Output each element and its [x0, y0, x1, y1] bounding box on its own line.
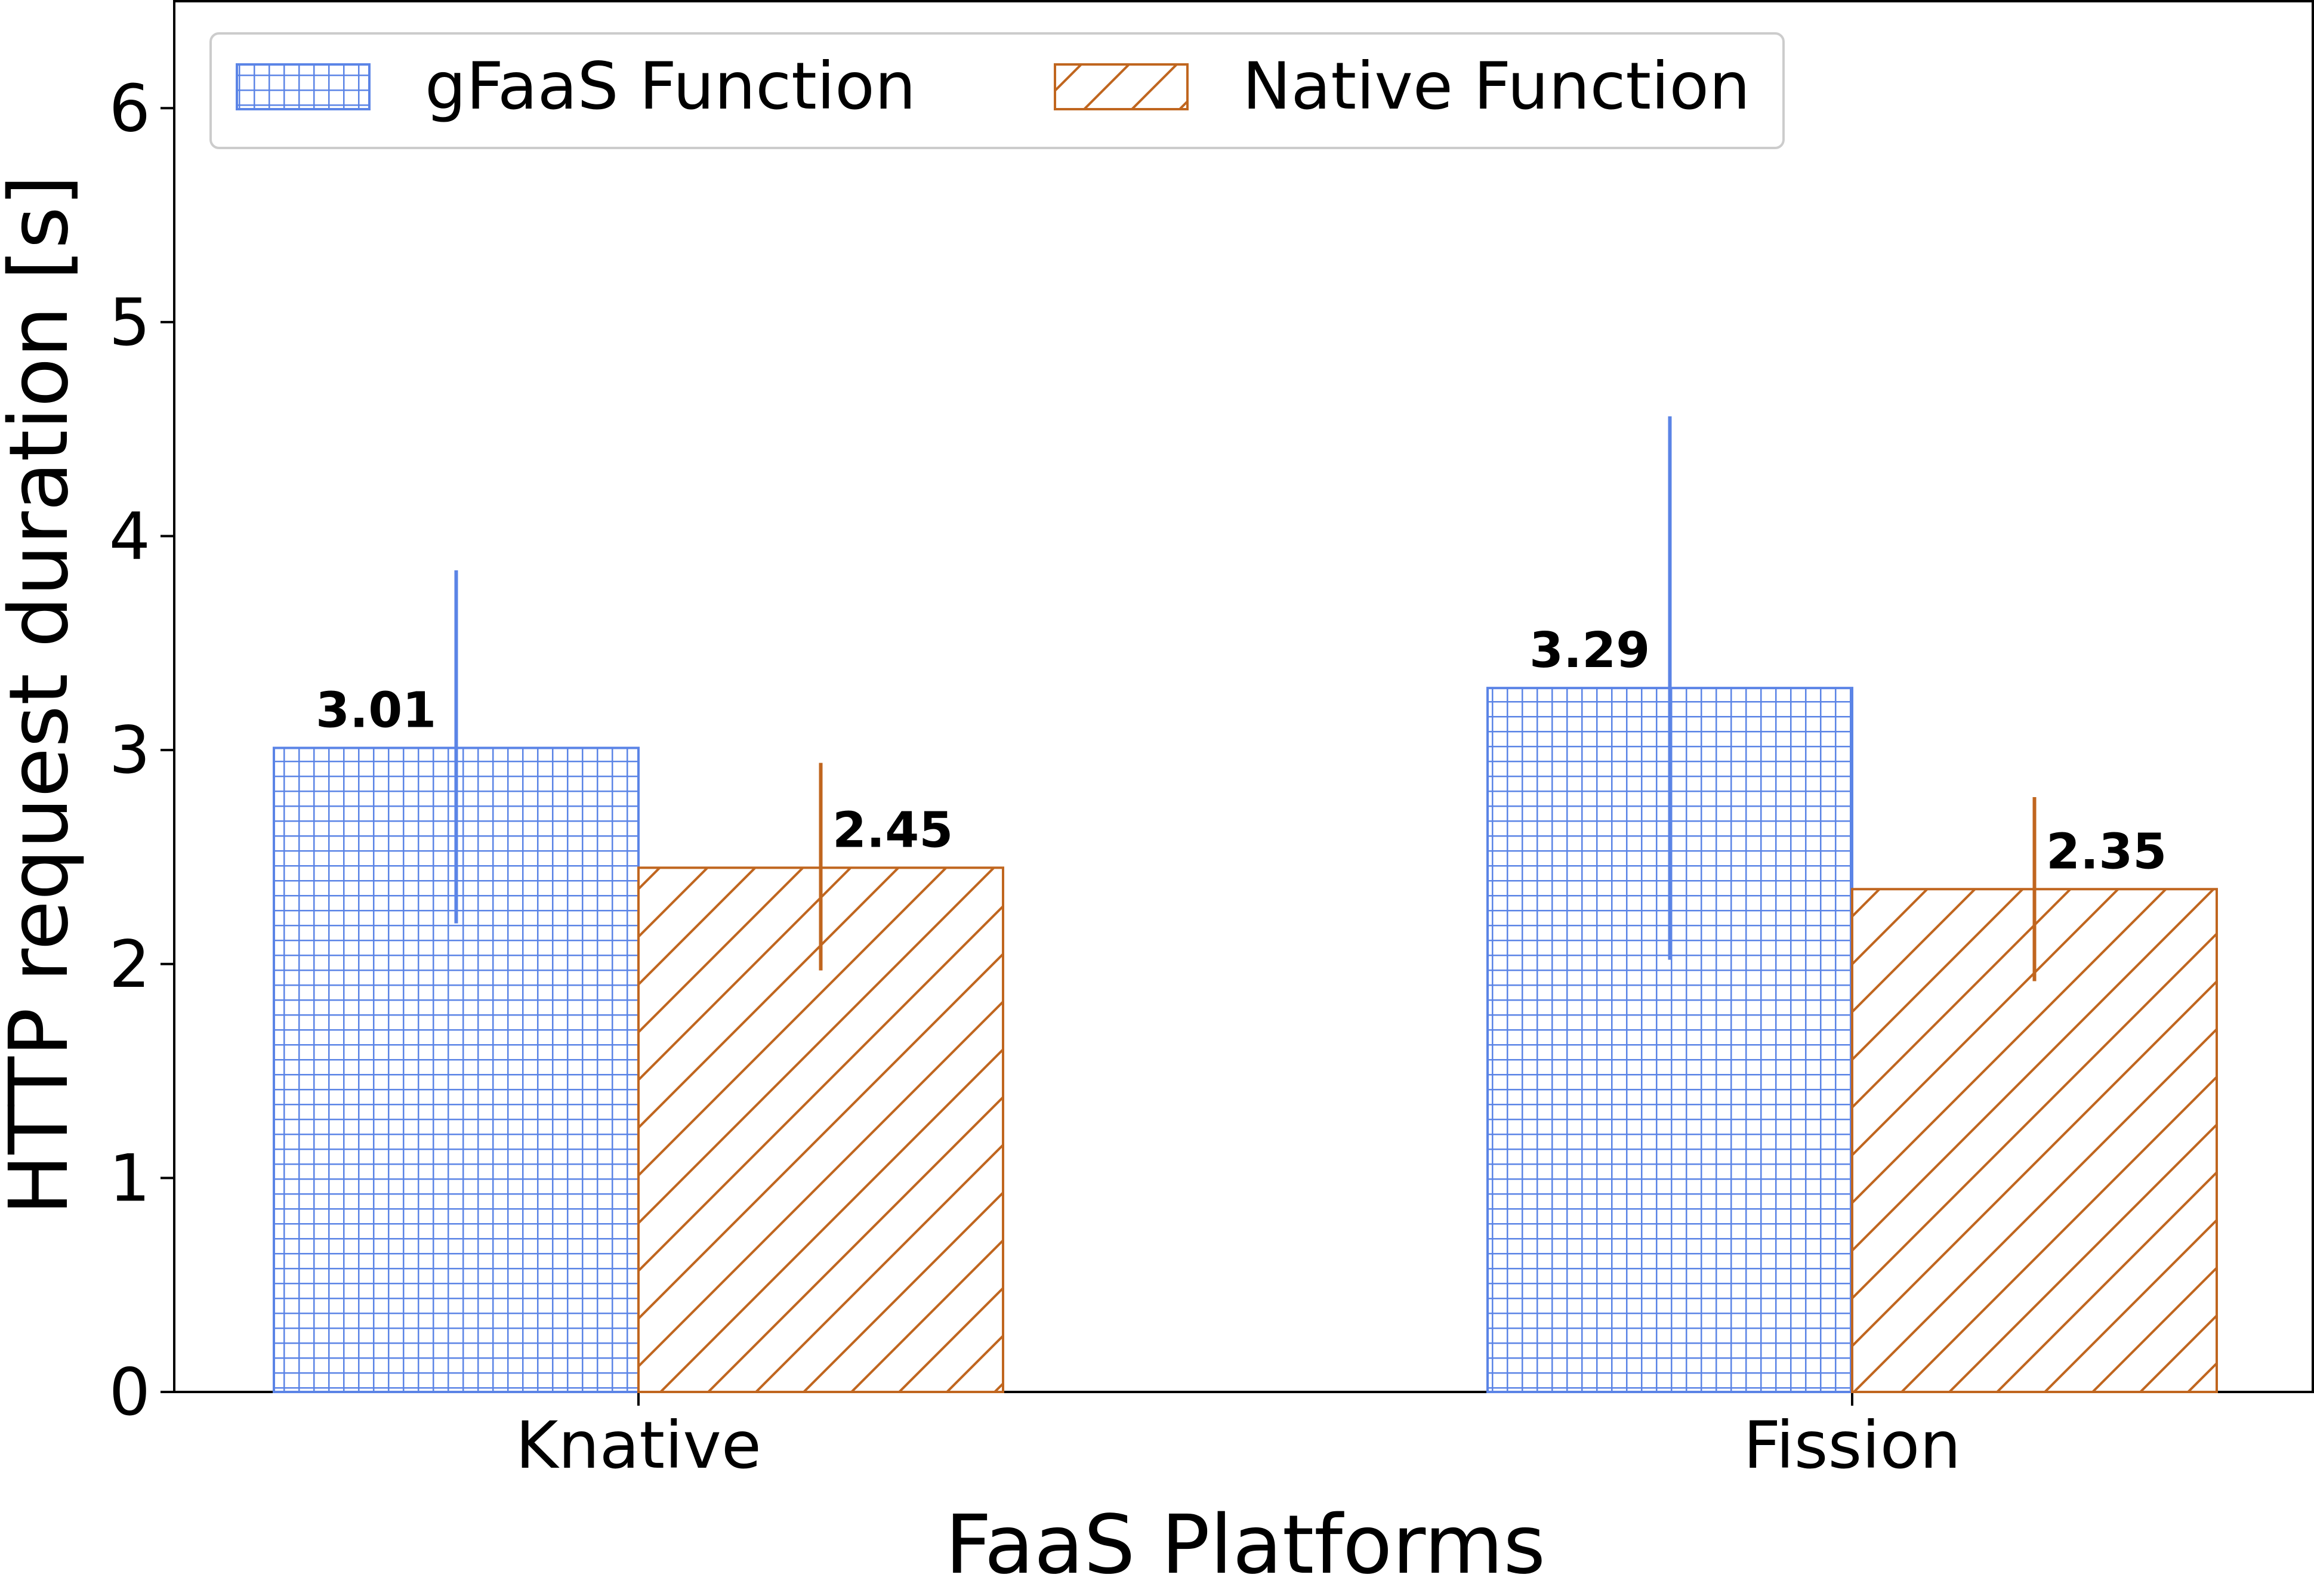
legend-frame: [209, 32, 1785, 149]
legend: gFaaS Function Native Function: [209, 32, 1785, 149]
x-tick-label: Knative: [516, 1407, 761, 1483]
legend-label: Native Function: [1242, 48, 1750, 124]
legend-swatch: [1054, 63, 1189, 110]
y-tick-label: 4: [109, 499, 150, 575]
y-tick-label: 3: [109, 712, 150, 788]
data-label: 3.01: [316, 683, 436, 739]
y-tick-label: 2: [109, 927, 150, 1002]
y-tick-label: 0: [109, 1354, 150, 1430]
y-tick-label: 1: [109, 1140, 150, 1216]
data-label: 2.45: [832, 802, 953, 859]
y-tick-label: 5: [109, 285, 150, 360]
data-label: 3.29: [1529, 622, 1650, 679]
axes-frame: [173, 0, 2314, 1393]
plot-area: 0 1 2 3 4 5 6 Knative Fission 3.01 3.29 2.45 2.35: [109, 0, 2314, 1483]
y-axis-title: HTTP request duration [s]: [0, 175, 87, 1215]
data-label: 2.35: [2046, 823, 2167, 880]
legend-swatch: [236, 63, 371, 110]
bar: [637, 866, 1004, 1393]
x-axis-title: FaaS Platforms: [945, 1498, 1545, 1592]
y-tick-label: 6: [109, 70, 150, 146]
legend-label: gFaaS Function: [425, 48, 916, 124]
x-tick-label: Fission: [1744, 1407, 1961, 1483]
